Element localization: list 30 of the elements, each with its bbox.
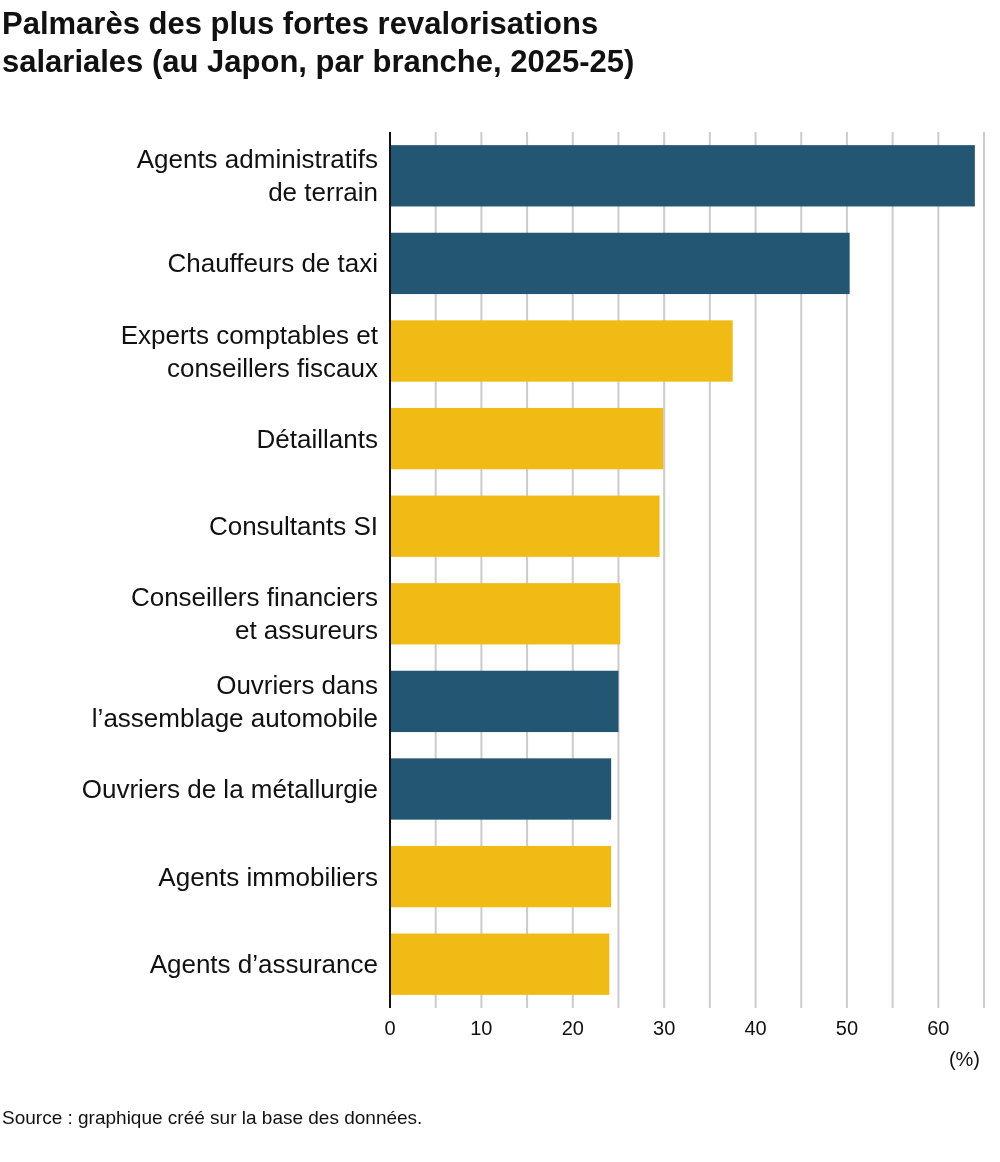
- bar: [390, 320, 733, 382]
- y-tick-label: Experts comptables et conseillers fiscaux: [120, 319, 379, 383]
- chart-title: Palmarès des plus fortes revalorisations salariales (au Japon, par branche, 2025-25): [2, 6, 635, 79]
- x-tick-label: 30: [653, 1017, 676, 1039]
- bar: [390, 758, 612, 820]
- bar: [390, 232, 850, 295]
- bar: [390, 495, 660, 557]
- x-tick-label: 40: [744, 1017, 767, 1039]
- y-tick-label: Ouvriers de la métallurgie: [81, 774, 378, 804]
- x-tick-label: 0: [384, 1017, 396, 1039]
- bar: [390, 670, 619, 733]
- y-tick-label: Ouvriers dans l’assemblage automobile: [91, 669, 378, 733]
- x-axis-title: (%): [948, 1048, 980, 1070]
- x-tick-label: 20: [561, 1017, 584, 1039]
- source-note: Source : graphique créé sur la base des données.: [2, 1107, 423, 1128]
- y-tick-label: Agents d’assurance: [149, 949, 378, 980]
- bar: [390, 407, 664, 470]
- y-tick-label: Détaillants: [256, 423, 378, 454]
- x-tick-label: 50: [835, 1017, 859, 1039]
- y-tick-label: Agents administratifs de terrain: [136, 144, 378, 208]
- y-tick-label: Conseillers financiers et assureurs: [130, 582, 378, 646]
- y-tick-label: Chauffeurs de taxi: [167, 248, 378, 279]
- x-tick-label: 60: [927, 1017, 950, 1039]
- bar: [390, 145, 975, 207]
- bar: [390, 845, 612, 908]
- bar: [390, 933, 610, 995]
- x-tick-label: 10: [470, 1017, 493, 1039]
- bar: [390, 583, 621, 645]
- y-tick-label: Consultants SI: [208, 511, 378, 542]
- y-tick-label: Agents immobiliers: [158, 861, 378, 892]
